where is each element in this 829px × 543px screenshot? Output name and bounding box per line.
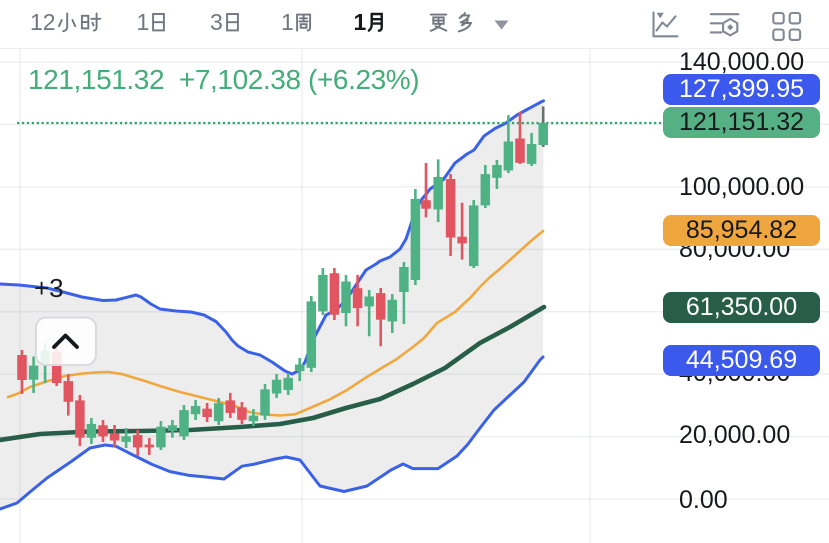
svg-text:+3: +3 xyxy=(34,273,64,303)
svg-text:1: 1 xyxy=(281,9,294,35)
svg-text:3: 3 xyxy=(210,9,223,35)
svg-text:1: 1 xyxy=(137,9,150,35)
svg-text:1: 1 xyxy=(354,9,367,35)
svg-text:12: 12 xyxy=(30,9,56,35)
